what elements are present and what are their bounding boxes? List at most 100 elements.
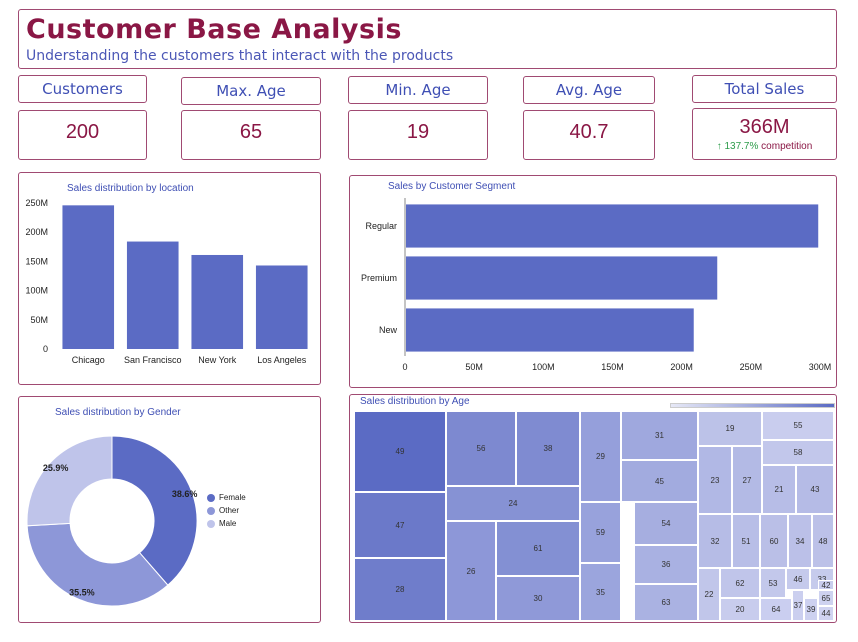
donut-slice bbox=[111, 435, 198, 586]
treemap-cell: 28 bbox=[354, 558, 446, 621]
treemap-cell: 36 bbox=[634, 545, 698, 584]
treemap-cell: 48 bbox=[812, 514, 834, 568]
kpi-avg-age-card: 40.7 bbox=[523, 110, 655, 160]
location-chart-title: Sales distribution by location bbox=[67, 183, 194, 194]
x-tick-label: 300M bbox=[809, 362, 832, 372]
treemap-cell: 37 bbox=[792, 590, 804, 621]
legend-item-female: Female bbox=[207, 491, 246, 504]
x-tick-label: Los Angeles bbox=[257, 355, 307, 365]
treemap-cell: 60 bbox=[760, 514, 788, 568]
bar bbox=[406, 308, 694, 352]
arrow-up-icon: ↑ bbox=[716, 141, 722, 152]
y-tick-label: 100M bbox=[25, 286, 48, 296]
x-tick-label: 150M bbox=[601, 362, 624, 372]
treemap-cell: 24 bbox=[446, 486, 580, 521]
treemap-cell: 65 bbox=[818, 590, 834, 606]
kpi-avg-age-value: 40.7 bbox=[569, 121, 609, 143]
y-tick-label: Regular bbox=[365, 221, 397, 231]
kpi-max-age-value: 65 bbox=[239, 121, 263, 143]
legend-dot-icon bbox=[207, 493, 215, 502]
kpi-total-sales-label: Total Sales bbox=[692, 75, 837, 103]
treemap-cell: 45 bbox=[621, 460, 698, 502]
segment-chart-panel: Sales by Customer Segment Regular Premium… bbox=[349, 175, 837, 388]
y-tick-label: 50M bbox=[30, 315, 48, 325]
x-tick-label: New York bbox=[198, 355, 237, 365]
gender-legend: Female Other Male bbox=[207, 491, 246, 530]
kpi-total-sales-value: 366M bbox=[739, 116, 790, 138]
treemap-cell: 55 bbox=[762, 411, 834, 440]
legend-item-male: Male bbox=[207, 517, 246, 530]
y-tick-label: New bbox=[379, 325, 398, 335]
kpi-customers-label: Customers bbox=[18, 75, 147, 103]
treemap-cell: 26 bbox=[446, 521, 496, 621]
kpi-total-sales-delta: ↑ 137.7% competition bbox=[693, 141, 836, 152]
y-tick-label: 0 bbox=[43, 344, 48, 354]
treemap-cell: 27 bbox=[732, 446, 762, 514]
treemap-cell: 46 bbox=[786, 568, 810, 590]
bar bbox=[191, 254, 244, 349]
slice-value-label: 38.6% bbox=[172, 489, 198, 499]
bar bbox=[62, 205, 115, 349]
kpi-min-age-label: Min. Age bbox=[348, 76, 488, 104]
legend-label: Male bbox=[219, 519, 237, 528]
segment-bar-chart: Regular Premium New 0 50M 100M 150M 200M 250M 300… bbox=[361, 198, 832, 372]
treemap-cell: 63 bbox=[634, 584, 698, 621]
kpi-avg-age-label: Avg. Age bbox=[523, 76, 655, 104]
x-tick-label: San Francisco bbox=[124, 355, 182, 365]
page-subtitle: Understanding the customers that interac… bbox=[26, 48, 454, 64]
kpi-max-age-label: Max. Age bbox=[181, 77, 321, 105]
treemap-cell: 22 bbox=[698, 568, 720, 621]
kpi-customers-value: 200 bbox=[65, 121, 100, 143]
kpi-min-age-card: 19 bbox=[348, 110, 488, 160]
treemap-cell: 43 bbox=[796, 465, 834, 514]
slice-value-label: 25.9% bbox=[43, 463, 69, 473]
delta-label: competition bbox=[761, 141, 813, 152]
treemap-cell: 59 bbox=[580, 502, 621, 563]
treemap-cell: 23 bbox=[698, 446, 732, 514]
header-panel: Customer Base Analysis Understanding the… bbox=[18, 9, 837, 69]
legend-label: Other bbox=[219, 506, 240, 515]
age-treemap-title: Sales distribution by Age bbox=[360, 396, 470, 407]
treemap-cell: 44 bbox=[818, 606, 834, 621]
y-tick-label: Premium bbox=[361, 273, 397, 283]
treemap-cell: 42 bbox=[818, 580, 834, 590]
color-scale-bar bbox=[670, 403, 835, 408]
bar bbox=[406, 204, 819, 248]
kpi-max-age-card: 65 bbox=[181, 110, 321, 160]
treemap-cell: 62 bbox=[720, 568, 760, 598]
treemap-cell: 29 bbox=[580, 411, 621, 502]
x-tick-label: 100M bbox=[532, 362, 555, 372]
treemap-cell: 49 bbox=[354, 411, 446, 492]
delta-percent: 137.7% bbox=[724, 141, 759, 152]
legend-dot-icon bbox=[207, 506, 215, 515]
treemap-cell: 32 bbox=[698, 514, 732, 568]
legend-dot-icon bbox=[207, 519, 215, 528]
treemap-cell: 47 bbox=[354, 492, 446, 558]
treemap-cell: 58 bbox=[762, 440, 834, 465]
treemap-cell: 61 bbox=[496, 521, 580, 576]
gender-chart-panel: Sales distribution by Gender 38.6% 35.5% 2… bbox=[18, 396, 321, 623]
treemap-cell: 31 bbox=[621, 411, 698, 460]
age-treemap: 49 47 28 56 38 24 61 26 30 29 59 35 31 45 54 36 63 19 55 58… bbox=[350, 395, 836, 622]
location-chart-panel: Sales distribution by location 0 50M 100M 1… bbox=[18, 172, 321, 385]
gender-donut-chart: 38.6% 35.5% 25.9% bbox=[26, 435, 198, 607]
age-treemap-panel: Sales distribution by Age 49 47 28 56 38 24 61… bbox=[349, 394, 837, 623]
slice-value-label: 35.5% bbox=[69, 587, 95, 597]
y-tick-label: 250M bbox=[25, 198, 48, 208]
bar bbox=[126, 241, 179, 349]
treemap-cell: 54 bbox=[634, 502, 698, 545]
treemap-cell: 56 bbox=[446, 411, 516, 486]
y-tick-label: 200M bbox=[25, 227, 48, 237]
x-tick-label: 0 bbox=[402, 362, 407, 372]
kpi-min-age-value: 19 bbox=[406, 121, 430, 143]
treemap-cell: 38 bbox=[516, 411, 580, 486]
bar bbox=[406, 256, 718, 300]
treemap-cell: 35 bbox=[580, 563, 621, 621]
kpi-customers-card: 200 bbox=[18, 110, 147, 160]
treemap-cell: 21 bbox=[762, 465, 796, 514]
treemap-cell: 34 bbox=[788, 514, 812, 568]
treemap-cell: 64 bbox=[760, 598, 792, 621]
x-tick-label: 50M bbox=[465, 362, 483, 372]
treemap-cell: 19 bbox=[698, 411, 762, 446]
legend-label: Female bbox=[219, 493, 246, 502]
